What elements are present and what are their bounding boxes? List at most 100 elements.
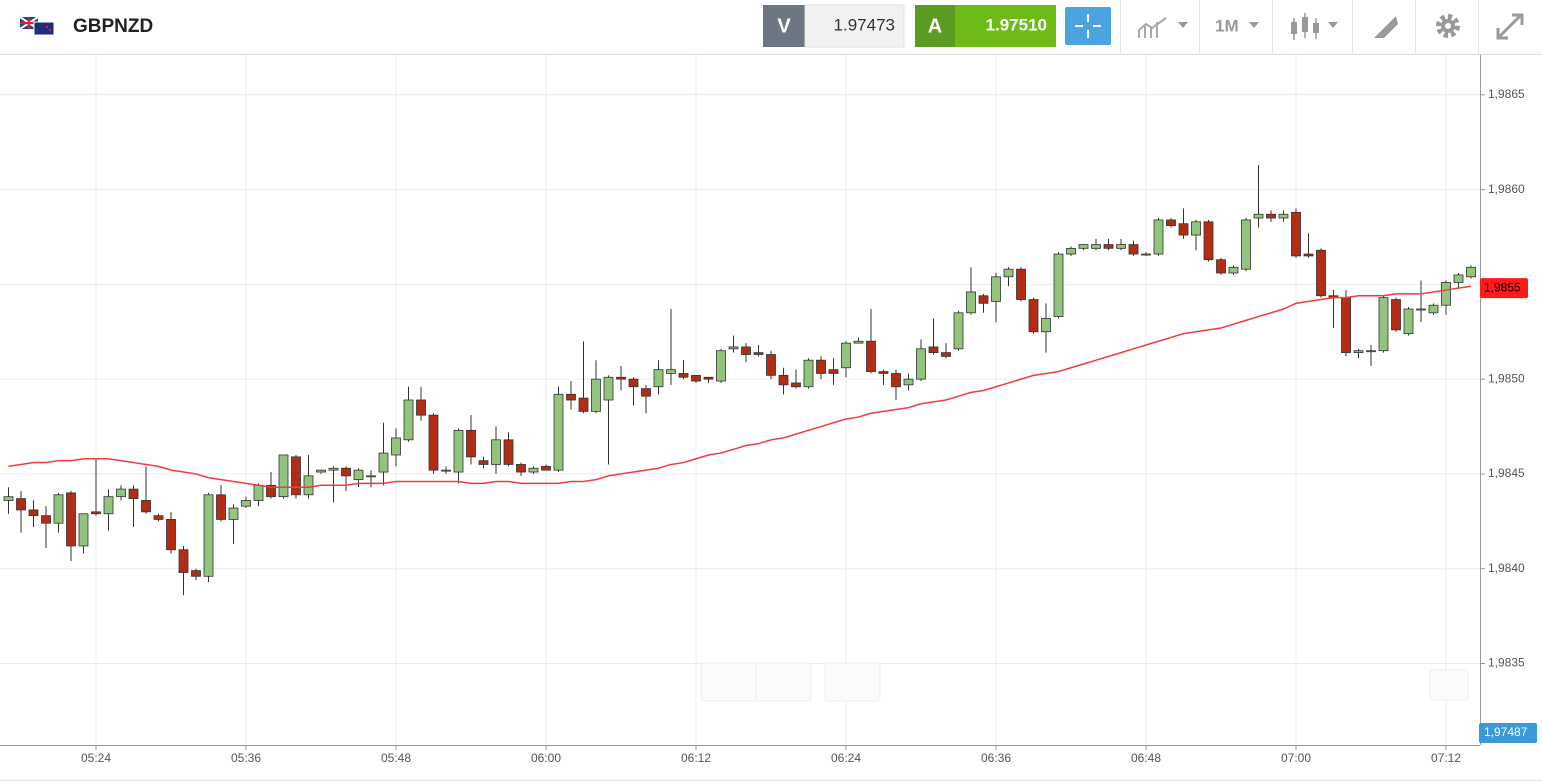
candle-body	[341, 467, 351, 477]
candle-body	[716, 350, 726, 382]
candle-body	[1453, 274, 1464, 283]
last-price-badge	[1480, 278, 1528, 299]
dropdown-arrow	[1249, 22, 1259, 28]
timeframe[interactable]: 1M	[1215, 16, 1239, 35]
crosshair-button[interactable]	[1065, 7, 1111, 45]
candle-body	[1353, 350, 1364, 354]
bid-tag: V	[777, 15, 791, 37]
nav-buttons	[700, 662, 1469, 702]
flag-nz	[33, 21, 55, 36]
candle-body	[1003, 268, 1014, 278]
candle-body	[1416, 308, 1426, 311]
indicator-icon[interactable]	[1137, 17, 1167, 38]
candle-body	[891, 373, 901, 388]
candle-body	[966, 291, 976, 314]
candle-body	[591, 378, 601, 412]
candle-body	[1228, 266, 1239, 274]
candle-body	[1078, 244, 1089, 249]
candle-body	[1016, 268, 1026, 300]
chart-type-icon[interactable]	[1291, 13, 1319, 40]
candle-body	[191, 570, 201, 577]
candle-body	[1103, 244, 1114, 249]
candle-body	[1253, 213, 1264, 219]
candle-body	[828, 369, 839, 374]
y-tick-label: 1,9860	[1488, 182, 1525, 196]
candle-body	[741, 346, 751, 355]
dropdown-arrow	[1178, 22, 1188, 28]
bid-bg[interactable]	[804, 4, 905, 48]
scroll-button[interactable]	[1429, 669, 1469, 701]
candle-body	[516, 464, 526, 473]
candle-body	[1266, 213, 1276, 219]
ask-bg[interactable]	[955, 5, 1056, 47]
y-tick-label: 1,9850	[1488, 371, 1525, 385]
candle-body	[628, 378, 639, 388]
x-tick-label: 05:24	[81, 751, 111, 765]
y-tick-label: 1,9845	[1488, 466, 1525, 480]
last-price-label: 1,9855	[1484, 280, 1521, 294]
candle-body	[1291, 211, 1301, 257]
candle-body	[503, 439, 514, 465]
candle-body	[228, 507, 239, 520]
candle-body	[603, 376, 614, 401]
x-tick-label: 05:36	[231, 751, 261, 765]
candle-body	[791, 382, 801, 388]
draw-icon[interactable]	[1374, 16, 1398, 38]
candle-body	[1341, 297, 1351, 354]
candle-body	[553, 393, 564, 471]
candle-body	[1116, 244, 1126, 249]
candle-body	[491, 439, 501, 465]
reset-button[interactable]	[824, 662, 881, 702]
candle-body	[291, 456, 301, 496]
candle-body	[1153, 219, 1164, 255]
candle-body	[678, 373, 689, 378]
candle-body	[766, 354, 776, 376]
fullscreen-icon[interactable]	[1496, 13, 1524, 40]
candle-body	[178, 549, 189, 573]
x-tick-label: 06:36	[981, 751, 1011, 765]
candle-body	[703, 376, 714, 380]
candle-body	[3, 496, 14, 501]
candle-body	[116, 488, 126, 498]
candle-body	[378, 452, 389, 473]
candle-body	[441, 469, 451, 472]
candle-body	[91, 511, 101, 515]
candle-body	[328, 467, 339, 471]
candle-body	[541, 465, 551, 471]
candle-body	[903, 378, 914, 386]
candle-body	[203, 494, 214, 577]
y-tick-label: 1,9865	[1488, 87, 1525, 101]
plot	[3, 164, 1476, 596]
settings-icon-hole	[1445, 23, 1451, 29]
candle-body	[566, 393, 576, 401]
flag-nz-star	[45, 25, 49, 29]
candle-body	[1166, 219, 1176, 227]
candle-body	[1316, 249, 1326, 297]
candle-body	[1466, 266, 1476, 278]
candle-body	[1203, 221, 1214, 261]
candle-body	[866, 340, 876, 372]
ask-tag: A	[928, 15, 942, 37]
candle-body	[753, 352, 764, 355]
candle-body	[28, 509, 39, 517]
candle-body	[416, 399, 426, 416]
ask-tag-bg[interactable]	[915, 5, 955, 47]
icon-part	[1293, 13, 1317, 40]
candle-body	[466, 429, 476, 458]
candle-body	[128, 488, 139, 499]
settings-icon[interactable]	[1436, 14, 1460, 38]
candle-body	[728, 346, 739, 350]
candle-body	[878, 371, 889, 374]
candle-body	[691, 374, 701, 382]
bid-price: 1.97473	[834, 15, 895, 34]
x-tick-label: 07:00	[1281, 751, 1311, 765]
candle-body	[1191, 221, 1201, 236]
candle-body	[103, 496, 114, 515]
moving-average	[8, 285, 1472, 488]
candle-body	[1053, 253, 1064, 317]
bid-tag-bg[interactable]	[763, 5, 805, 47]
candle-body	[141, 500, 151, 513]
